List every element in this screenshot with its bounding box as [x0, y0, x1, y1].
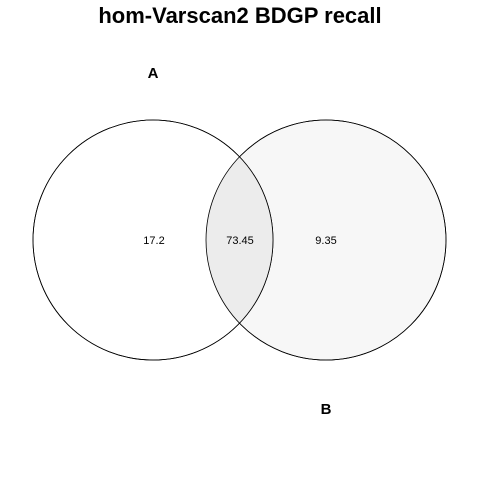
diagram-title: hom-Varscan2 BDGP recall — [98, 3, 381, 28]
intersection-value: 73.45 — [226, 235, 254, 247]
set-b-outline — [205, 119, 447, 361]
set-a-outline — [32, 119, 274, 361]
set-a-label: A — [148, 65, 159, 82]
only-a-value: 17.2 — [143, 235, 164, 247]
set-b-label: B — [321, 401, 332, 418]
only-b-value: 9.35 — [315, 235, 336, 247]
